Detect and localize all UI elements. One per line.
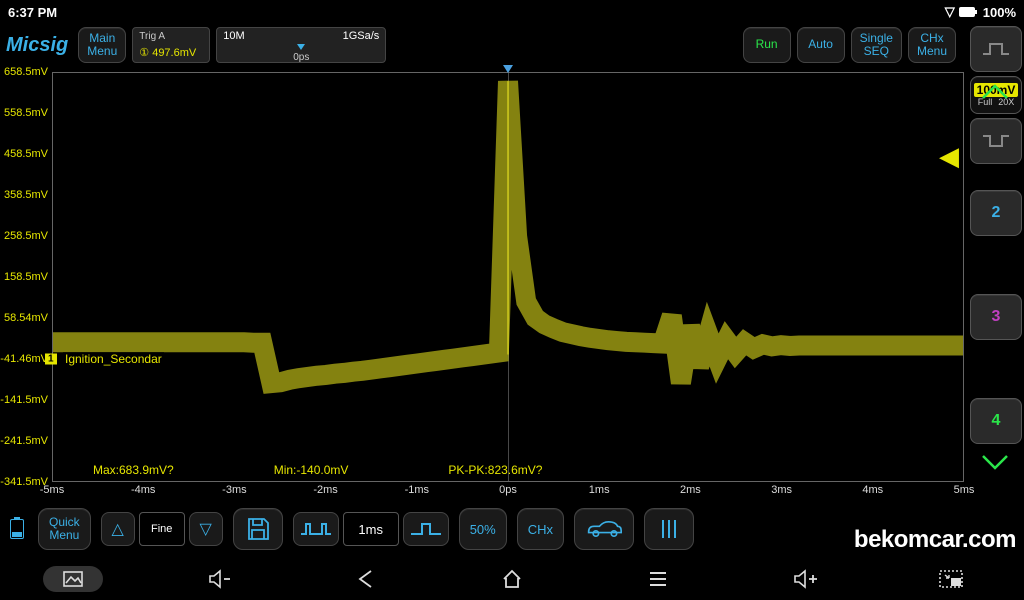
volume-up-icon [792, 569, 818, 589]
measurements-row: Max:683.9mV? Min:-140.0mV PK-PK:823.6mV? [93, 463, 923, 477]
trigger-panel[interactable]: Trig A ① 497.6mV [132, 27, 210, 63]
chx-button[interactable]: CHx [517, 508, 564, 550]
run-label: Run [756, 38, 778, 51]
volume-up-button[interactable] [775, 569, 835, 589]
auto-setup-button[interactable] [574, 508, 634, 550]
car-icon [585, 518, 623, 540]
timebase-panel[interactable]: 10M 1GSa/s 0ps [216, 27, 386, 63]
timebase-group: 1ms [293, 512, 449, 546]
wifi-icon: ▽ [945, 4, 955, 20]
meas-pkpk: PK-PK:823.6mV? [448, 463, 542, 477]
bottom-toolbar: Quick Menu △ Fine ▽ 1ms 50% CHx [0, 500, 1024, 558]
quick-menu-button[interactable]: Quick Menu [38, 508, 91, 550]
save-icon [245, 516, 271, 542]
auto-button[interactable]: Auto [797, 27, 845, 63]
waveform-right-sidebar [966, 72, 1024, 482]
single-seq-button[interactable]: Single SEQ [851, 27, 902, 63]
chx-l2: Menu [917, 45, 947, 58]
main-menu-l2: Menu [87, 45, 117, 58]
battery-percent: 100% [983, 5, 1016, 20]
meas-max: Max:683.9mV? [93, 463, 174, 477]
back-button[interactable] [336, 569, 396, 589]
cursors-icon [655, 517, 683, 541]
scale-up-button[interactable]: △ [101, 512, 135, 546]
menu-icon [648, 571, 668, 587]
device-battery-icon [10, 519, 24, 539]
single-l2: SEQ [864, 45, 889, 58]
timebase-expand-button[interactable] [293, 512, 339, 546]
volume-down-button[interactable] [189, 569, 249, 589]
meas-min: Min:-140.0mV [274, 463, 349, 477]
fine-button[interactable]: Fine [139, 512, 185, 546]
main-area: 658.5mV558.5mV458.5mV358.5mV258.5mV158.5… [0, 66, 1024, 500]
scroll-down-button[interactable] [971, 442, 1019, 482]
fifty-percent-button[interactable]: 50% [459, 508, 507, 550]
os-status-bar: 6:37 PM ▽ 100% [0, 0, 1024, 24]
time-offset: 0ps [293, 52, 309, 63]
waveform-area[interactable]: 1 Ignition_Secondar Max:683.9mV? Min:-14… [52, 72, 964, 482]
ch1-name-label: Ignition_Secondar [63, 352, 164, 366]
volume-down-icon [207, 569, 231, 589]
screenshot-icon [62, 570, 84, 588]
home-icon [501, 569, 523, 589]
save-button[interactable] [233, 508, 283, 550]
auto-label: Auto [808, 38, 833, 51]
home-button[interactable] [482, 569, 542, 589]
pip-button[interactable] [921, 570, 981, 588]
top-toolbar: Micsig Main Menu Trig A ① 497.6mV 10M 1G… [0, 24, 1024, 66]
timebase-compress-button[interactable] [403, 512, 449, 546]
os-nav-bar [0, 558, 1024, 600]
status-time: 6:37 PM [8, 5, 57, 20]
recent-button[interactable] [628, 571, 688, 587]
trigger-label: Trig A [139, 31, 165, 42]
brand-logo: Micsig [6, 34, 68, 57]
sample-rate: 1GSa/s [343, 30, 380, 42]
trigger-position-marker[interactable] [503, 65, 513, 73]
y-axis-labels: 658.5mV558.5mV458.5mV358.5mV258.5mV158.5… [0, 72, 52, 482]
scroll-up-button[interactable] [971, 72, 1019, 112]
timebase-value[interactable]: 1ms [343, 512, 399, 546]
screenshot-button[interactable] [43, 566, 103, 592]
pip-icon [939, 570, 963, 588]
scale-down-button[interactable]: ▽ [189, 512, 223, 546]
chx-menu-button[interactable]: CHx Menu [908, 27, 956, 63]
back-icon [356, 569, 376, 589]
vertical-scale-group: △ Fine ▽ [101, 512, 223, 546]
memory-depth: 10M [223, 30, 244, 42]
main-menu-button[interactable]: Main Menu [78, 27, 126, 63]
battery-icon [959, 6, 979, 18]
run-button[interactable]: Run [743, 27, 791, 63]
cursors-button[interactable] [644, 508, 694, 550]
ch1-zero-marker[interactable]: 1 [45, 353, 57, 364]
trigger-value: ① 497.6mV [139, 46, 196, 59]
trigger-level-arrow[interactable]: ◀ [939, 141, 959, 172]
waveform-trace [53, 73, 963, 481]
quick-l2: Menu [49, 529, 79, 542]
